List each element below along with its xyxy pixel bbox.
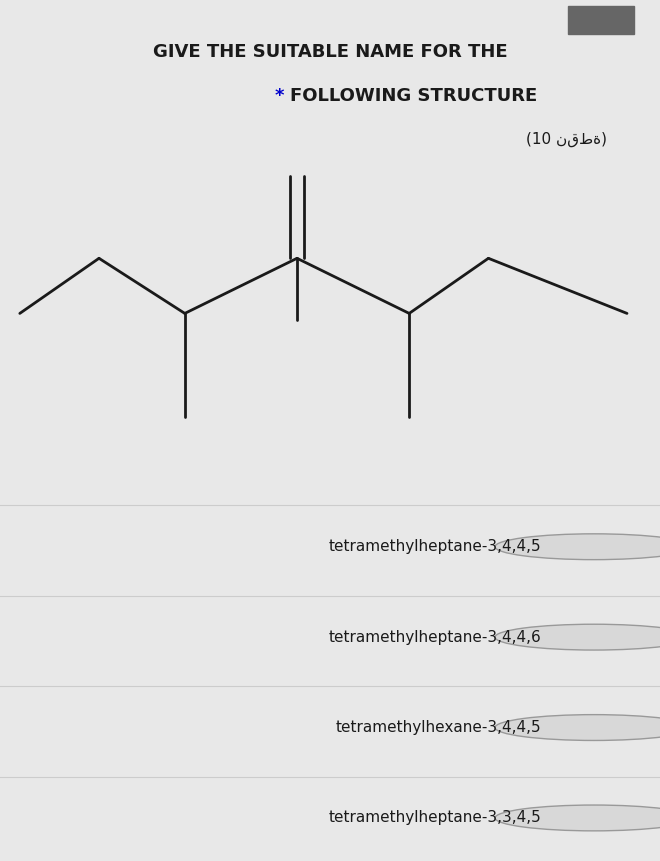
Text: (10 نقطة): (10 نقطة) bbox=[526, 132, 607, 147]
Text: FOLLOWING STRUCTURE: FOLLOWING STRUCTURE bbox=[290, 87, 538, 105]
Circle shape bbox=[495, 534, 660, 560]
Circle shape bbox=[495, 624, 660, 650]
Bar bbox=[568, 6, 634, 34]
Text: tetramethylheptane-3,4,4,5: tetramethylheptane-3,4,4,5 bbox=[329, 539, 541, 554]
Text: GIVE THE SUITABLE NAME FOR THE: GIVE THE SUITABLE NAME FOR THE bbox=[152, 43, 508, 61]
Text: tetramethylheptane-3,4,4,6: tetramethylheptane-3,4,4,6 bbox=[329, 629, 541, 645]
Text: *: * bbox=[275, 87, 290, 105]
Text: tetramethylheptane-3,3,4,5: tetramethylheptane-3,3,4,5 bbox=[329, 810, 541, 826]
Text: tetramethylhexane-3,4,4,5: tetramethylhexane-3,4,4,5 bbox=[335, 720, 541, 735]
Circle shape bbox=[495, 805, 660, 831]
Circle shape bbox=[495, 715, 660, 740]
